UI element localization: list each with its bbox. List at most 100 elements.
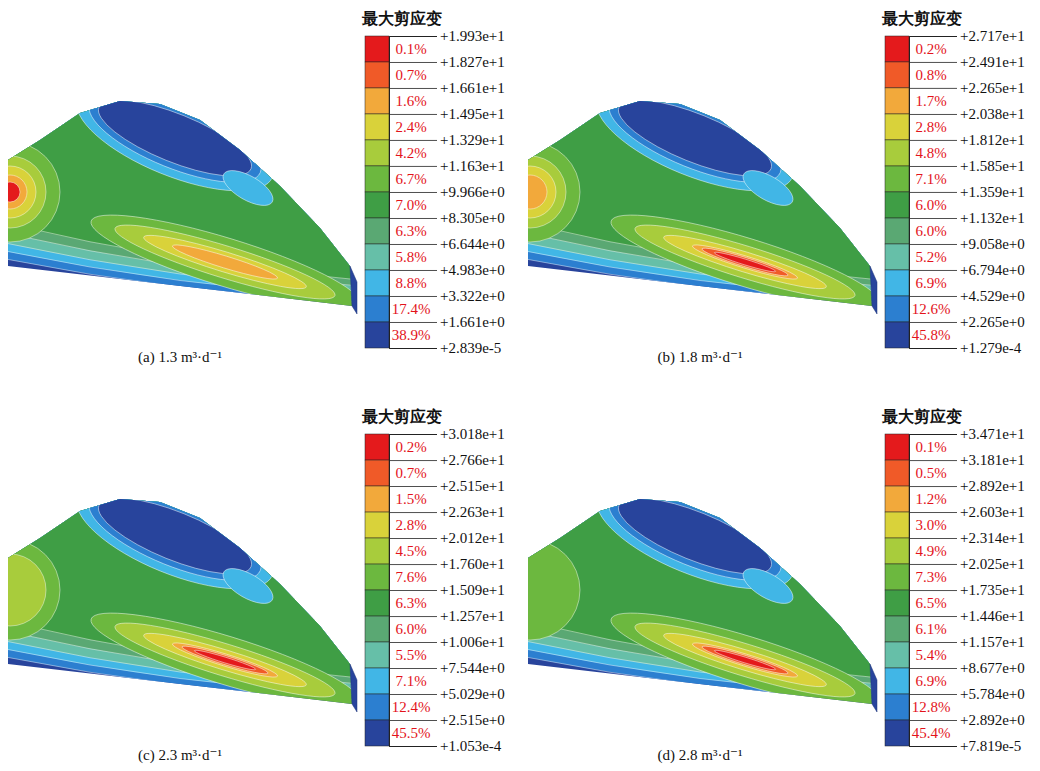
colorbar-band — [365, 36, 389, 62]
strain-zone — [691, 240, 800, 284]
colorbar-tick-line — [389, 434, 437, 435]
strain-zone — [661, 626, 829, 695]
strain-zone — [504, 166, 556, 218]
colorbar-tick-label: +7.544e+0 — [440, 660, 505, 676]
colorbar-band — [365, 590, 389, 616]
colorbar-percentage: 17.4% — [392, 301, 431, 317]
colorbar-band — [365, 538, 389, 564]
colorbar-tick-label: +5.784e+0 — [960, 686, 1025, 702]
colorbar-title: 最大剪应变 — [361, 407, 442, 425]
strain-zone — [218, 562, 278, 611]
colorbar-band — [365, 270, 389, 296]
colorbar-band — [365, 244, 389, 270]
caption: (d) 2.8 m³·d⁻¹ — [658, 747, 743, 764]
colorbar-tick-label: +2.892e+1 — [960, 478, 1025, 494]
colorbar-title: 最大剪应变 — [881, 407, 962, 425]
colorbar-tick-label: +1.495e+1 — [440, 106, 505, 122]
colorbar-tick-line — [909, 192, 957, 193]
colorbar-percentage: 6.0% — [395, 621, 426, 637]
colorbar-band — [365, 192, 389, 218]
colorbar-tick-line — [389, 322, 437, 323]
colorbar-band — [885, 460, 909, 486]
colorbar-tick-line — [389, 244, 437, 245]
slope-side-face — [870, 266, 877, 314]
caption: (a) 1.3 m³·d⁻¹ — [138, 349, 222, 366]
colorbar-tick-label: +1.132e+1 — [960, 210, 1025, 226]
strain-zone — [181, 643, 270, 678]
colorbar-tick-label: +2.717e+1 — [960, 28, 1025, 44]
colorbar-percentages: 0.1%0.5%1.2%3.0%4.9%7.3%6.5%6.1%5.4%6.9%… — [912, 439, 951, 741]
colorbar-band — [885, 322, 909, 348]
colorbar-tick-line — [389, 218, 437, 219]
colorbar-percentage: 7.3% — [915, 569, 946, 585]
colorbar-band — [885, 88, 909, 114]
colorbar-percentage: 7.1% — [915, 171, 946, 187]
strain-zone — [714, 648, 777, 672]
colorbar-tick-line — [909, 348, 957, 349]
colorbar-band — [365, 616, 389, 642]
colorbar-percentage: 4.2% — [395, 145, 426, 161]
colorbar-tick-line — [909, 460, 957, 461]
colorbar-band — [365, 512, 389, 538]
strain-zone — [0, 156, 46, 228]
colorbar-tick-line — [909, 616, 957, 617]
colorbar-axis-line — [910, 435, 958, 747]
strain-zone — [84, 198, 366, 326]
colorbar-percentage: 6.0% — [915, 197, 946, 213]
colorbar-axis: +2.717e+1+2.491e+1+2.265e+1+2.038e+1+1.8… — [909, 28, 1025, 356]
colorbar-band — [885, 538, 909, 564]
colorbar-bands — [885, 36, 909, 348]
colorbar-percentage: 6.9% — [915, 275, 946, 291]
colorbar-band — [365, 720, 389, 746]
colorbar-tick-line — [909, 512, 957, 513]
colorbar-percentage: 8.8% — [395, 275, 426, 291]
colorbar-band — [885, 642, 909, 668]
colorbar-tick-label: +9.966e+0 — [440, 184, 505, 200]
colorbar-band — [885, 512, 909, 538]
colorbar-tick-line — [909, 114, 957, 115]
strain-zone — [738, 562, 798, 611]
strain-zone — [701, 643, 790, 678]
strain-zone — [110, 611, 339, 709]
panel: (c) 2.3 m³·d⁻¹最大剪应变+3.018e+1+2.766e+1+2.… — [0, 407, 505, 764]
colorbar-tick-label: +4.529e+0 — [960, 288, 1025, 304]
colorbar-tick-line — [389, 62, 437, 63]
colorbar-tick-label: +2.265e+1 — [960, 80, 1025, 96]
colorbar-percentage: 1.7% — [915, 93, 946, 109]
colorbar-tick-line — [389, 538, 437, 539]
colorbar-axis-line — [910, 37, 958, 349]
colorbar-percentage: 7.1% — [395, 673, 426, 689]
colorbar-tick-label: +2.038e+1 — [960, 106, 1025, 122]
colorbar-percentage: 45.8% — [912, 327, 951, 343]
colorbar-tick-line — [389, 486, 437, 487]
strain-zone — [0, 554, 46, 626]
slope-side-face — [350, 664, 357, 712]
colorbar-tick-label: +2.314e+1 — [960, 530, 1025, 546]
colorbar-tick-label: +1.006e+1 — [440, 634, 505, 650]
colorbar-tick-label: +2.491e+1 — [960, 54, 1025, 70]
colorbar-tick-label: +2.515e+0 — [440, 712, 505, 728]
strain-zone — [84, 596, 366, 724]
colorbar-tick-label: +8.305e+0 — [440, 210, 505, 226]
colorbar-tick-label: +1.163e+1 — [440, 158, 505, 174]
colorbar-band — [365, 114, 389, 140]
strain-zone — [171, 638, 280, 682]
slope-model — [480, 458, 886, 728]
colorbar-percentage: 45.4% — [912, 725, 951, 741]
colorbar-tick-label: +1.509e+1 — [440, 582, 505, 598]
colorbar-percentages: 0.2%0.8%1.7%2.8%4.8%7.1%6.0%6.0%5.2%6.9%… — [912, 41, 951, 343]
colorbar-tick-label: +4.983e+0 — [440, 262, 505, 278]
colorbar-tick-line — [389, 88, 437, 89]
colorbar-tick-line — [389, 348, 437, 349]
colorbar-tick-line — [389, 192, 437, 193]
strain-zone — [583, 63, 806, 212]
colorbar-axis: +1.993e+1+1.827e+1+1.661e+1+1.495e+1+1.3… — [389, 28, 505, 356]
colorbar-band — [365, 218, 389, 244]
slope-model — [0, 458, 366, 728]
colorbar-tick-line — [909, 270, 957, 271]
panel: (d) 2.8 m³·d⁻¹最大剪应变+3.471e+1+3.181e+1+2.… — [480, 407, 1025, 764]
colorbar-tick-line — [389, 114, 437, 115]
colorbar-percentage: 12.4% — [392, 699, 431, 715]
colorbar-band — [885, 36, 909, 62]
strain-zone — [110, 213, 339, 311]
